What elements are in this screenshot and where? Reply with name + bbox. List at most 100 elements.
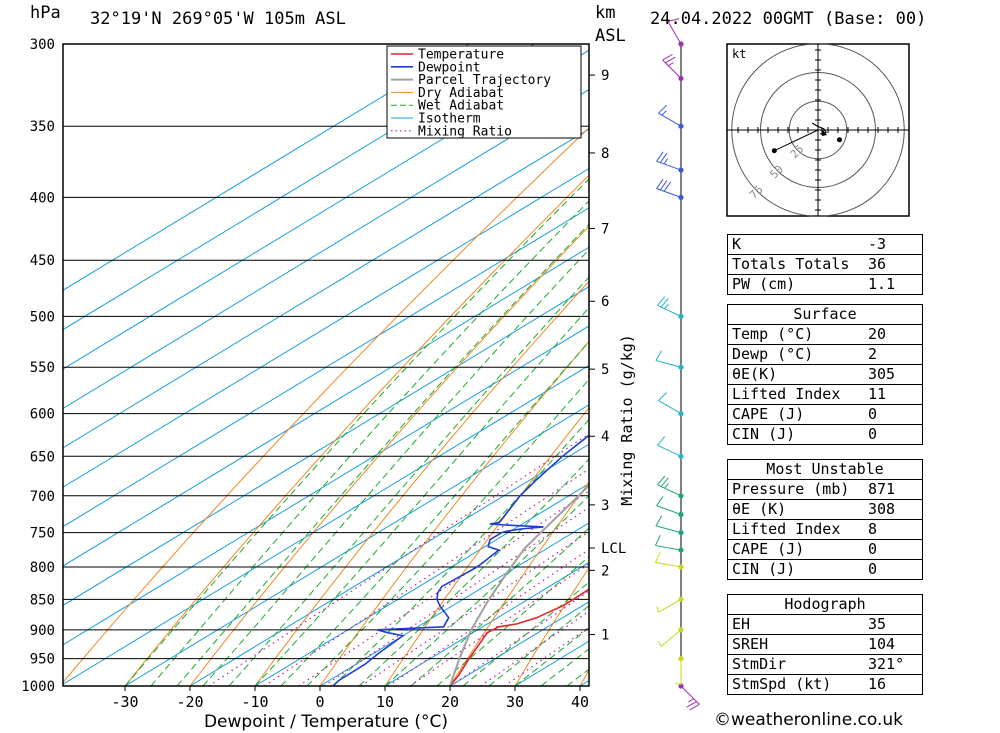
wind-barb <box>658 104 684 129</box>
index-label: Lifted Index <box>727 384 864 405</box>
hodograph-storm-arrow <box>821 128 827 136</box>
temperature-tick-label: 10 <box>376 693 394 711</box>
temperature-tick-label: 0 <box>315 693 324 711</box>
wind-barb <box>656 496 684 518</box>
hodograph-storm-point <box>837 137 842 143</box>
index-value: 2 <box>864 344 923 365</box>
table-row: StmDir 321° <box>727 654 923 675</box>
mixing-ratio-axis-label: Mixing Ratio (g/kg) <box>618 334 636 506</box>
table-row: Totals Totals 36 <box>727 254 923 275</box>
legend-entry: Parcel Trajectory <box>418 73 551 88</box>
wind-barb <box>657 296 684 319</box>
height-unit: km <box>595 3 616 23</box>
index-label: Dewp (°C) <box>727 344 864 365</box>
wind-barb-flag <box>674 682 682 686</box>
index-value: 308 <box>864 499 923 520</box>
credit-link[interactable]: ©weatheronline.co.uk <box>714 710 904 730</box>
table-row: CIN (J) 0 <box>727 424 923 445</box>
wind-barb-flag <box>667 18 680 22</box>
wind-barb-shaft <box>667 21 682 45</box>
x-axis-label: Dewpoint / Temperature (°C) <box>204 712 448 732</box>
wind-barb-flag <box>656 606 659 613</box>
index-label: CIN (J) <box>727 424 864 445</box>
index-label: Totals Totals <box>727 254 864 275</box>
wind-barb-shaft <box>662 59 682 79</box>
general-indices-table: K -3 Totals Totals 36 PW (cm) 1.1 <box>727 234 923 295</box>
table-row: CAPE (J) 0 <box>727 404 923 425</box>
wind-barb-shaft <box>658 400 682 415</box>
index-label: StmSpd (kt) <box>727 674 864 695</box>
index-label: K <box>727 234 864 255</box>
isotherm-line <box>189 443 589 686</box>
wind-barb-flag <box>655 350 663 361</box>
wind-barb-shaft <box>657 484 682 497</box>
pressure-tick-label: 400 <box>30 190 55 206</box>
height-tick-label: 5 <box>601 362 609 378</box>
wind-barb-flag <box>663 181 672 192</box>
hodograph-title: Hodograph <box>727 594 923 615</box>
index-label: CIN (J) <box>727 559 864 580</box>
index-value: 1.1 <box>864 274 923 295</box>
wind-barb-shaft <box>657 444 682 457</box>
index-label: Lifted Index <box>727 519 864 540</box>
wind-barb-flag <box>657 640 662 647</box>
table-row: Lifted Index 11 <box>727 384 923 405</box>
isotherm-line <box>319 522 589 686</box>
legend-entry: Dry Adiabat <box>418 86 504 101</box>
pressure-tick-label: 350 <box>30 119 55 135</box>
wind-barb-shaft <box>655 525 682 534</box>
isotherm-line <box>63 325 589 646</box>
wind-barb-dot <box>678 564 684 570</box>
wind-barb-flag <box>654 535 661 546</box>
isotherm-line <box>63 49 589 370</box>
table-row: EH 35 <box>727 614 923 635</box>
pressure-tick-label: 550 <box>30 360 55 376</box>
height-tick-label: LCL <box>601 541 626 557</box>
index-value: 36 <box>864 254 923 275</box>
table-row: Temp (°C) 20 <box>727 324 923 345</box>
legend-entry: Wet Adiabat <box>418 99 504 114</box>
index-label: CAPE (J) <box>727 404 864 425</box>
isotherm-line <box>63 44 470 291</box>
wind-barb-shaft <box>657 304 682 317</box>
index-value: -3 <box>864 234 923 255</box>
legend-entry: Mixing Ratio <box>418 124 512 139</box>
wind-barb-flag <box>657 475 666 486</box>
pressure-tick-label: 600 <box>30 407 55 423</box>
height-tick-label: 9 <box>601 68 609 84</box>
wind-barb <box>658 392 684 417</box>
wind-barb <box>655 350 684 370</box>
wind-barb <box>657 475 684 499</box>
isotherm-line <box>63 128 589 449</box>
wind-barb-flag <box>657 296 666 306</box>
index-label: PW (cm) <box>727 274 864 295</box>
height-tick-label: 2 <box>601 563 609 579</box>
pressure-tick-label: 500 <box>30 309 55 325</box>
wind-barb-flag <box>688 698 694 703</box>
wind-barb-shaft <box>655 545 682 551</box>
wind-barb-flag <box>658 392 667 401</box>
wind-barb-flag <box>662 53 673 61</box>
pressure-tick-label: 650 <box>30 449 55 465</box>
wind-barb <box>656 151 684 173</box>
dry-adiabat-line <box>63 127 589 684</box>
legend-box <box>386 45 582 139</box>
legend-entry: Temperature <box>418 48 504 63</box>
table-row: StmSpd (kt) 16 <box>727 674 923 695</box>
height-tick-label: 3 <box>601 498 609 514</box>
wet-adiabat-line <box>254 306 589 686</box>
isotherm-line <box>384 561 589 686</box>
table-row: CIN (J) 0 <box>727 559 923 580</box>
wind-barb-flag <box>656 178 664 189</box>
index-value: 871 <box>864 479 923 500</box>
wind-barb-flag <box>689 703 700 711</box>
index-value: 0 <box>864 539 923 560</box>
wind-barb-shaft <box>655 360 682 368</box>
index-value: 11 <box>864 384 923 405</box>
wind-barb-flag <box>668 62 674 67</box>
mixing-ratio-line <box>360 530 589 686</box>
wind-barb <box>656 596 684 613</box>
wet-adiabat-line <box>488 605 589 686</box>
wet-adiabat-line <box>228 276 589 686</box>
